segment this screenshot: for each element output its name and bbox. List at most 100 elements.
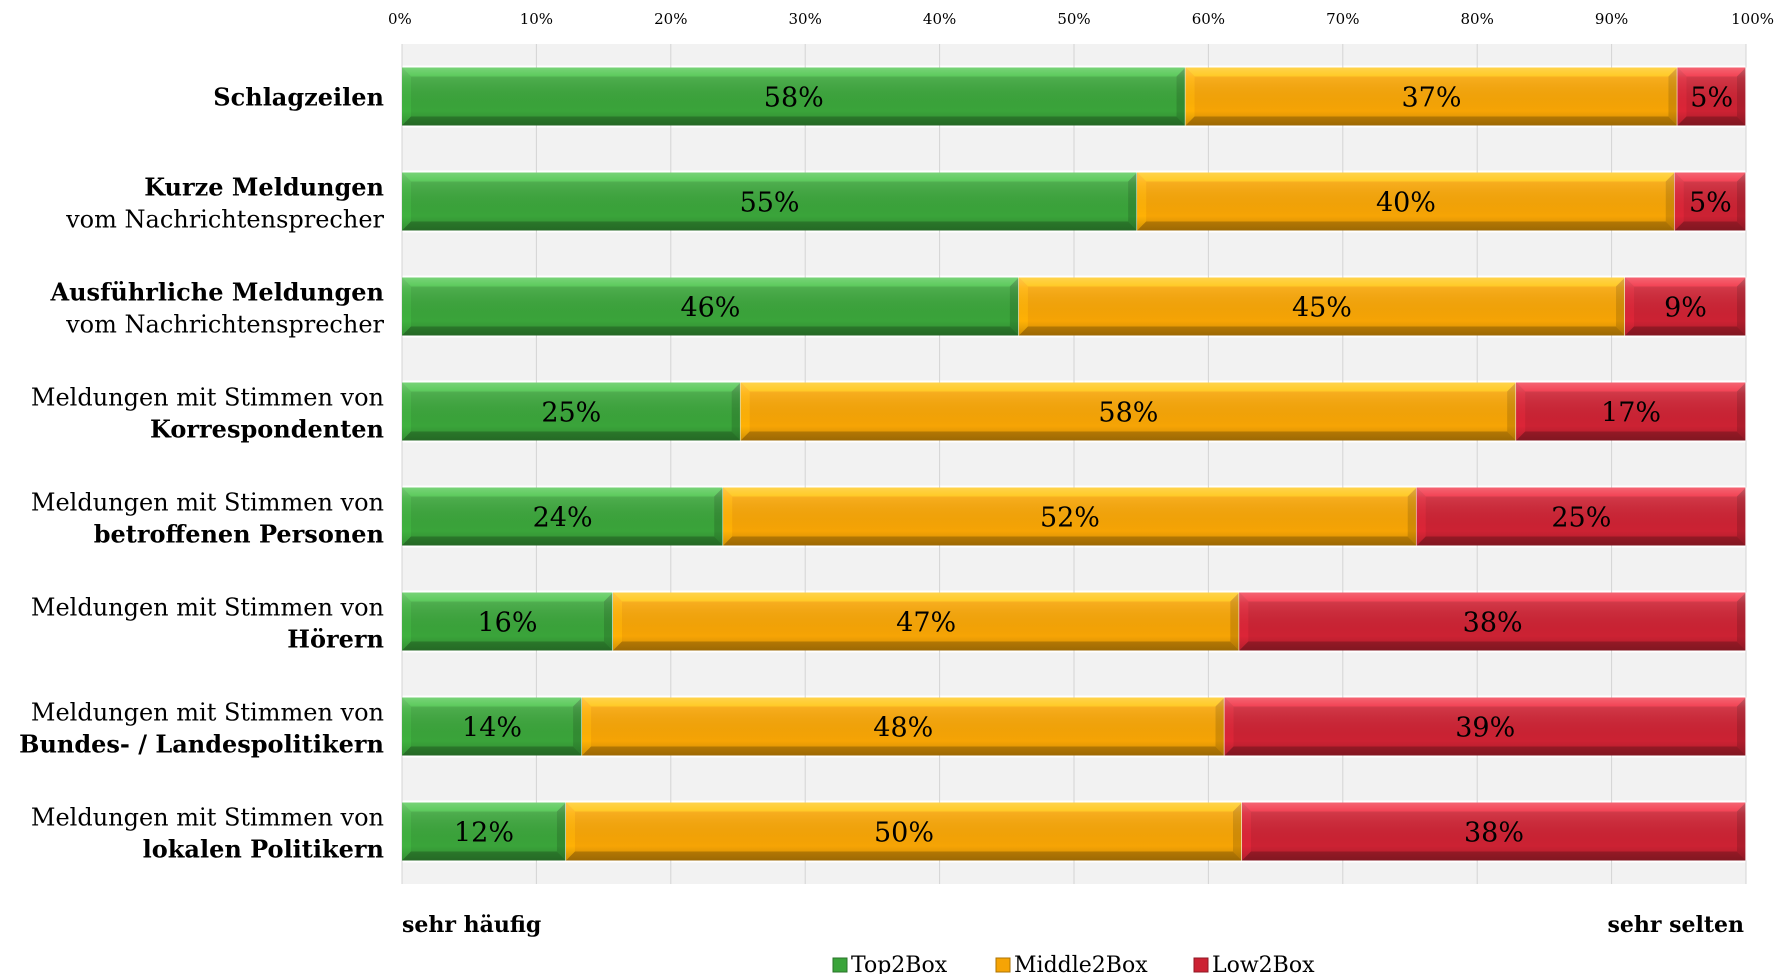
category-label-line1: Meldungen mit Stimmen von — [31, 384, 384, 412]
category-label-line1: Meldungen mit Stimmen von — [31, 594, 384, 622]
bar-segment: 5% — [1677, 67, 1747, 126]
bar-sheen — [1674, 172, 1746, 231]
data-label: 40% — [1376, 188, 1436, 219]
category-label-line2: Bundes- / Landespolitikern — [19, 730, 384, 759]
bars: 58% 37% 5% 55% 40% 5% 46% 45% 9% 25% 58% 17% 24% 52% 2… — [402, 67, 1747, 861]
legend-swatch-top2box — [832, 957, 848, 973]
category-label-line2: vom Nachrichtensprecher — [65, 206, 384, 234]
data-label: 48% — [873, 713, 933, 744]
bar-sheen — [1185, 67, 1678, 126]
bar-segment: 40% — [1137, 172, 1676, 231]
bar-sheen — [402, 382, 741, 441]
x-tick-label: 70% — [1326, 10, 1359, 28]
category-label-line2: Hörern — [287, 625, 384, 654]
bar-segment: 17% — [1516, 382, 1747, 441]
bar-segment: 58% — [402, 67, 1187, 126]
bar-sheen — [565, 802, 1242, 861]
data-label: 16% — [477, 608, 537, 639]
data-label: 24% — [533, 503, 593, 534]
category-label-line2: betroffenen Personen — [94, 520, 384, 549]
bar-segment: 14% — [402, 697, 583, 756]
data-label: 9% — [1664, 293, 1707, 324]
bar-sheen — [402, 172, 1138, 231]
bar-segment: 48% — [582, 697, 1226, 756]
category-label-line1: Meldungen mit Stimmen von — [31, 489, 384, 517]
bar-sheen — [402, 697, 583, 756]
legend-label-low2box: Low2Box — [1212, 953, 1315, 974]
bar-sheen — [1516, 382, 1746, 441]
data-label: 5% — [1689, 188, 1732, 219]
bar-sheen — [723, 487, 1417, 546]
data-label: 25% — [541, 398, 601, 429]
category-label-line2: vom Nachrichtensprecher — [65, 311, 384, 339]
bar-sheen — [1416, 487, 1746, 546]
data-label: 39% — [1455, 713, 1515, 744]
data-label: 12% — [454, 818, 514, 849]
category-label-line1: Ausführliche Meldungen — [49, 278, 384, 307]
bar-sheen — [402, 802, 566, 861]
legend-label-middle2box: Middle2Box — [1014, 953, 1148, 974]
bar-sheen — [402, 487, 724, 546]
bar-segment: 16% — [402, 592, 614, 651]
category-label-line1: Kurze Meldungen — [144, 173, 384, 202]
x-tick-label: 10% — [520, 10, 553, 28]
data-label: 38% — [1463, 608, 1523, 639]
bar-sheen — [1677, 67, 1746, 126]
footer-left-label: sehr häufig — [402, 912, 541, 938]
legend: Top2Box Middle2Box Low2Box — [832, 953, 1315, 974]
x-tick-label: 90% — [1595, 10, 1628, 28]
legend-swatch-low2box — [1193, 957, 1209, 973]
bar-sheen — [1242, 802, 1746, 861]
bar-sheen — [1239, 592, 1746, 651]
footer-right-label: sehr selten — [1607, 912, 1744, 938]
bar-sheen — [1625, 277, 1746, 336]
data-label: 58% — [764, 83, 824, 114]
data-label: 52% — [1040, 503, 1100, 534]
data-label: 50% — [874, 818, 934, 849]
bar-segment: 12% — [402, 802, 567, 861]
data-label: 38% — [1464, 818, 1524, 849]
bar-sheen — [582, 697, 1225, 756]
x-tick-label: 60% — [1192, 10, 1225, 28]
data-label: 14% — [462, 713, 522, 744]
bar-sheen — [402, 67, 1186, 126]
data-label: 55% — [740, 188, 800, 219]
bar-segment: 55% — [402, 172, 1138, 231]
category-label-line1: Schlagzeilen — [213, 83, 384, 112]
bar-segment: 58% — [740, 382, 1517, 441]
category-label-line1: Meldungen mit Stimmen von — [31, 804, 384, 832]
bar-segment: 5% — [1674, 172, 1747, 231]
data-label: 58% — [1098, 398, 1158, 429]
data-label: 37% — [1401, 83, 1461, 114]
x-tick-label: 40% — [923, 10, 956, 28]
data-label: 5% — [1690, 83, 1733, 114]
data-label: 45% — [1292, 293, 1352, 324]
bar-sheen — [402, 277, 1019, 336]
category-label-line2: Korrespondenten — [150, 415, 384, 444]
bar-segment: 46% — [402, 277, 1020, 336]
category-labels: Schlagzeilen Kurze Meldungen vom Nachricht… — [19, 83, 384, 864]
x-tick-label: 100% — [1731, 10, 1774, 28]
x-tick-label: 0% — [388, 10, 412, 28]
bar-segment: 50% — [565, 802, 1243, 861]
bar-segment: 25% — [402, 382, 742, 441]
legend-swatch-middle2box — [995, 957, 1011, 973]
data-label: 25% — [1551, 503, 1611, 534]
bar-segment: 37% — [1185, 67, 1679, 126]
bar-sheen — [613, 592, 1240, 651]
x-axis-ticks: 0% 10% 20% 30% 40% 50% 60% 70% 80% 90% 100% — [388, 10, 1774, 28]
bar-segment: 47% — [613, 592, 1241, 651]
x-tick-label: 50% — [1057, 10, 1090, 28]
bar-sheen — [1018, 277, 1626, 336]
data-label: 47% — [896, 608, 956, 639]
bar-sheen — [1137, 172, 1675, 231]
bar-sheen — [740, 382, 1517, 441]
data-label: 46% — [680, 293, 740, 324]
bar-segment: 38% — [1242, 802, 1747, 861]
bar-segment: 39% — [1224, 697, 1747, 756]
bar-sheen — [402, 592, 614, 651]
legend-label-top2box: Top2Box — [851, 953, 948, 974]
x-tick-label: 30% — [789, 10, 822, 28]
bar-segment: 38% — [1239, 592, 1747, 651]
